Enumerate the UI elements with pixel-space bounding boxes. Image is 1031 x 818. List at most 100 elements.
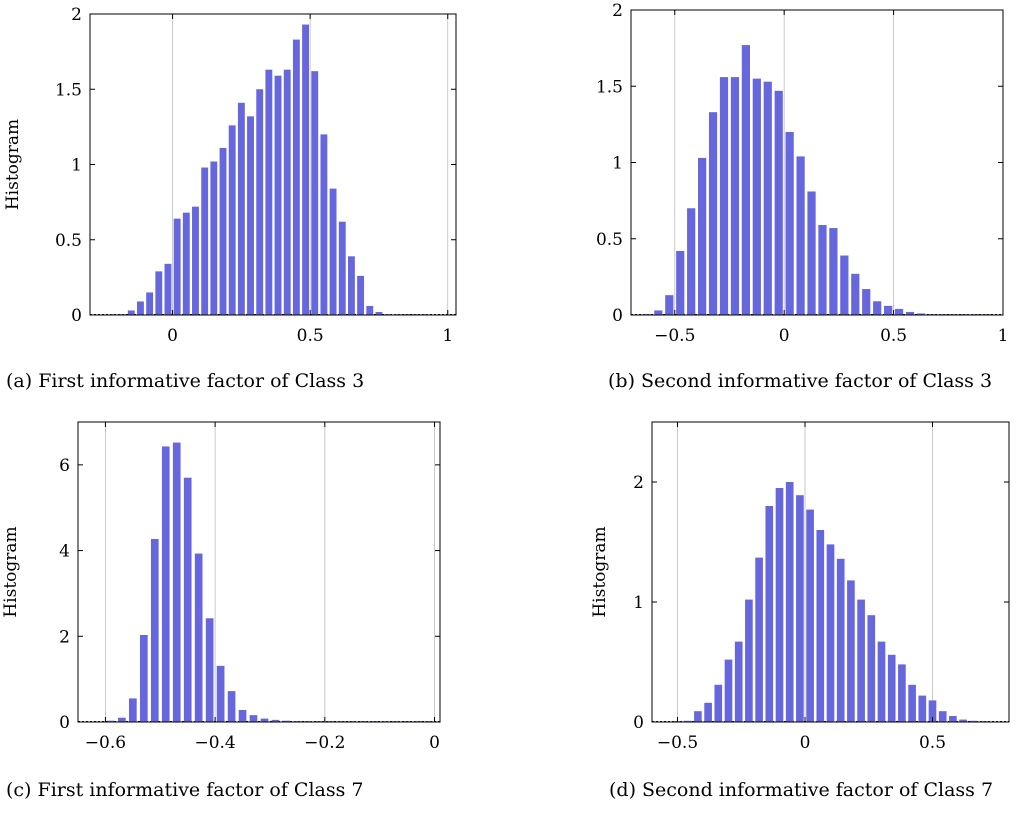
y-tick-label: 0.5 <box>55 231 82 251</box>
histogram-bar <box>755 557 763 722</box>
y-tick-label: 0 <box>71 306 82 326</box>
histogram-bar <box>887 654 896 722</box>
histogram-bar <box>320 134 328 315</box>
histogram-bar <box>847 580 855 722</box>
histogram-bar <box>704 702 712 722</box>
x-tick-label: 0.5 <box>880 326 907 346</box>
histogram-bar <box>219 147 227 315</box>
histogram-bar <box>227 691 236 722</box>
y-tick-label: 0 <box>612 306 623 326</box>
histogram-bar <box>774 90 783 315</box>
histogram-bar <box>905 311 915 315</box>
histogram-bar <box>129 698 137 722</box>
histogram-bar <box>796 495 804 722</box>
caption-c: (c) First informative factor of Class 7 <box>6 779 364 801</box>
histogram-bar <box>898 664 906 722</box>
histogram-bar <box>949 716 957 722</box>
histogram-bar <box>271 719 280 722</box>
histogram-bar <box>687 208 696 315</box>
histogram-bar <box>127 310 135 315</box>
histogram-bar <box>172 442 181 722</box>
histogram-bar <box>916 313 926 315</box>
histogram-bar <box>118 717 126 722</box>
histogram-bar <box>107 720 115 722</box>
histogram-bar <box>818 225 827 315</box>
histogram-bar <box>238 710 247 722</box>
caption-d: (d) Second informative factor of Class 7 <box>609 779 994 801</box>
caption-a: (a) First informative factor of Class 3 <box>6 370 365 392</box>
histogram-bar <box>338 221 346 315</box>
histogram-bar <box>829 228 838 315</box>
histogram-bar <box>139 635 148 722</box>
x-tick-label: 0 <box>800 733 811 753</box>
histogram-bar <box>683 720 692 722</box>
histogram-bar <box>155 271 163 315</box>
y-tick-label: 2 <box>71 5 82 25</box>
histogram-bar <box>183 477 192 722</box>
y-tick-label: 6 <box>59 456 70 476</box>
histogram-bar <box>375 311 383 315</box>
histogram-bar <box>282 720 291 722</box>
histogram-bar <box>894 308 904 315</box>
histogram-bar <box>959 719 967 722</box>
histogram-bar <box>763 81 772 315</box>
histogram-bar <box>816 530 825 722</box>
histogram-bar <box>205 618 214 722</box>
y-tick-label: 2 <box>59 627 70 647</box>
histogram-bar <box>283 69 291 315</box>
y-axis-label: Histogram <box>3 119 23 210</box>
histogram-bar <box>366 305 374 315</box>
x-tick-label: 0 <box>429 733 440 753</box>
y-tick-label: 4 <box>59 542 70 562</box>
y-tick-label: 1 <box>633 593 644 613</box>
x-tick-label: 0 <box>167 326 178 346</box>
x-tick-label: −0.5 <box>657 733 698 753</box>
histogram-bar <box>724 659 733 722</box>
histogram-bar <box>796 156 805 315</box>
histogram-bar <box>265 69 273 315</box>
histogram-bar <box>867 615 876 722</box>
histogram-panel-c: −0.6 −0.4 −0.2 0 0 2 4 6 Histogram <box>1 421 441 753</box>
histogram-bar <box>311 71 319 315</box>
x-tick-label: −0.5 <box>654 326 695 346</box>
histogram-bar <box>908 684 916 722</box>
histogram-panel-a: 0 0.5 1 0 0.5 1 1.5 2 Histogram <box>3 5 457 346</box>
histogram-bar <box>274 75 282 315</box>
histogram-bar <box>752 78 761 315</box>
histogram-bar <box>237 102 245 315</box>
plot-frame <box>651 421 1010 723</box>
histogram-bar <box>862 289 871 315</box>
histogram-bar <box>347 256 355 315</box>
histogram-bar <box>873 301 882 315</box>
histogram-bar <box>182 212 190 315</box>
histogram-bar <box>918 695 927 722</box>
histogram-bar <box>357 275 365 315</box>
histogram-bar <box>928 700 937 722</box>
y-tick-label: 1 <box>612 154 623 174</box>
x-tick-label: 1 <box>998 326 1009 346</box>
histogram-bar <box>173 218 181 315</box>
histogram-bar <box>654 310 663 315</box>
histogram-bar <box>730 77 740 315</box>
y-tick-label: 1 <box>71 156 82 176</box>
histogram-bar <box>192 206 199 315</box>
histogram-bar <box>249 715 258 722</box>
histogram-bar <box>857 599 865 722</box>
histogram-bar <box>741 45 750 315</box>
histogram-bar <box>785 482 794 722</box>
histogram-bar <box>164 263 172 315</box>
x-tick-label: 0 <box>779 326 790 346</box>
x-tick-label: −0.4 <box>194 733 235 753</box>
y-axis-label: Histogram <box>590 526 610 617</box>
histogram-bar <box>745 599 753 722</box>
histogram-bar <box>877 641 886 722</box>
histogram-bar <box>851 273 860 315</box>
histogram-bar <box>884 305 893 315</box>
histogram-bar <box>256 89 264 315</box>
histogram-bar <box>826 544 835 722</box>
histogram-bar <box>216 665 225 722</box>
x-tick-label: −0.2 <box>304 733 345 753</box>
histogram-bar <box>210 161 218 315</box>
histogram-bar <box>150 539 159 722</box>
x-tick-label: 0.5 <box>297 326 324 346</box>
